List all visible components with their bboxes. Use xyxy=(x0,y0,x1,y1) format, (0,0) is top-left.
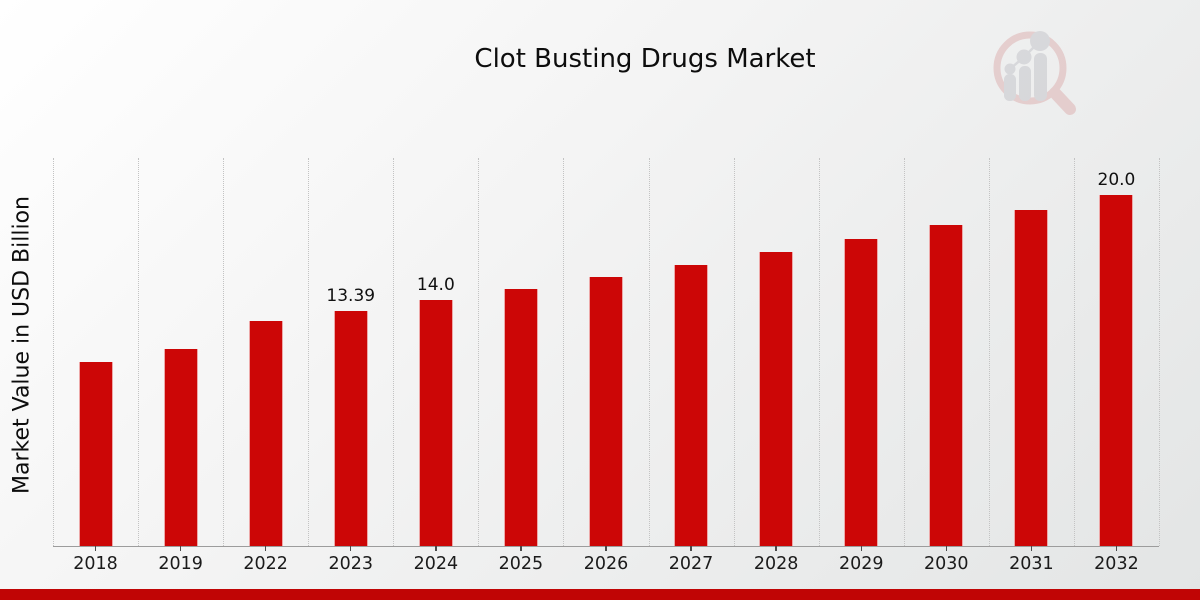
gridline xyxy=(1073,158,1075,546)
bar-2026 xyxy=(589,277,623,546)
x-axis-tick xyxy=(1030,546,1033,551)
x-tick-label-2030: 2030 xyxy=(924,554,969,574)
x-tick-label-2024: 2024 xyxy=(413,554,459,574)
trend-dot-large-icon xyxy=(1030,31,1050,51)
chart-title: Clot Busting Drugs Market xyxy=(474,44,816,74)
gridline xyxy=(138,158,140,546)
x-axis-tick xyxy=(860,546,862,551)
bar-value-label-2024: 14.0 xyxy=(416,275,455,296)
x-tick-label-2025: 2025 xyxy=(498,554,544,574)
x-tick-label-2022: 2022 xyxy=(243,554,288,574)
x-axis-tick xyxy=(1115,546,1118,551)
x-tick-label-2018: 2018 xyxy=(73,554,118,574)
magnifier-ring-icon xyxy=(993,31,1067,105)
gridline xyxy=(563,158,565,546)
x-axis-tick xyxy=(775,546,777,551)
x-tick-label-2026: 2026 xyxy=(583,554,629,574)
x-tick-label-2023: 2023 xyxy=(328,554,374,574)
bar-2024 xyxy=(418,300,453,546)
footer-banner xyxy=(0,589,1200,600)
market-research-future-logo xyxy=(993,31,1076,115)
bar-2019 xyxy=(163,349,198,546)
bar-chart-icon-medium-bar xyxy=(1019,66,1031,101)
bar-2031 xyxy=(1014,209,1049,546)
x-axis-tick xyxy=(350,546,352,551)
x-tick-label-2027: 2027 xyxy=(668,554,714,574)
bar-2023 xyxy=(333,310,368,546)
x-tick-label-2019: 2019 xyxy=(158,554,203,574)
gridline xyxy=(988,158,990,546)
x-axis-tick xyxy=(94,546,97,551)
x-tick-label-2031: 2031 xyxy=(1009,554,1054,574)
bar-2025 xyxy=(503,288,538,546)
y-axis-label: Market Value in USD Billion xyxy=(9,195,35,495)
x-axis-tick xyxy=(690,546,692,551)
bar-chart-icon-tall-bar xyxy=(1034,53,1047,101)
gridline xyxy=(393,158,395,546)
bar-value-label-2023: 13.39 xyxy=(326,285,376,306)
bar-2028 xyxy=(759,252,794,546)
magnifier-handle-icon xyxy=(1049,87,1076,115)
x-tick-label-2032: 2032 xyxy=(1094,554,1139,574)
x-axis-tick xyxy=(945,546,947,551)
x-tick-label-2029: 2029 xyxy=(838,554,884,574)
x-axis-tick xyxy=(435,546,437,551)
x-axis-tick xyxy=(605,546,607,551)
gridline xyxy=(308,158,310,546)
x-axis-tick xyxy=(179,546,182,551)
bar-2030 xyxy=(929,224,964,546)
trend-dot-small-icon xyxy=(1004,63,1016,75)
bar-chart-icon-small-bar xyxy=(1004,74,1016,101)
bar-2032 xyxy=(1099,194,1134,546)
x-axis-tick xyxy=(520,546,522,551)
gridline xyxy=(733,158,735,546)
plot-area: 2018 2019 2022 13.39 2023 14.0 2024 2025 2026 202… xyxy=(53,158,1160,574)
gridline xyxy=(53,158,54,546)
gridline xyxy=(478,158,480,546)
bar-2022 xyxy=(248,321,283,546)
x-tick-label-2028: 2028 xyxy=(753,554,799,574)
bar-2027 xyxy=(674,264,709,546)
x-axis-tick xyxy=(264,546,267,551)
gridline xyxy=(903,158,905,546)
bar-2029 xyxy=(844,238,879,546)
gridline xyxy=(648,158,650,546)
bar-2018 xyxy=(78,361,113,546)
gridline xyxy=(223,158,225,546)
trend-dot-medium-icon xyxy=(1016,49,1032,65)
bar-value-label-2032: 20.0 xyxy=(1097,169,1136,190)
gridline xyxy=(1159,158,1160,546)
gridline xyxy=(818,158,820,546)
